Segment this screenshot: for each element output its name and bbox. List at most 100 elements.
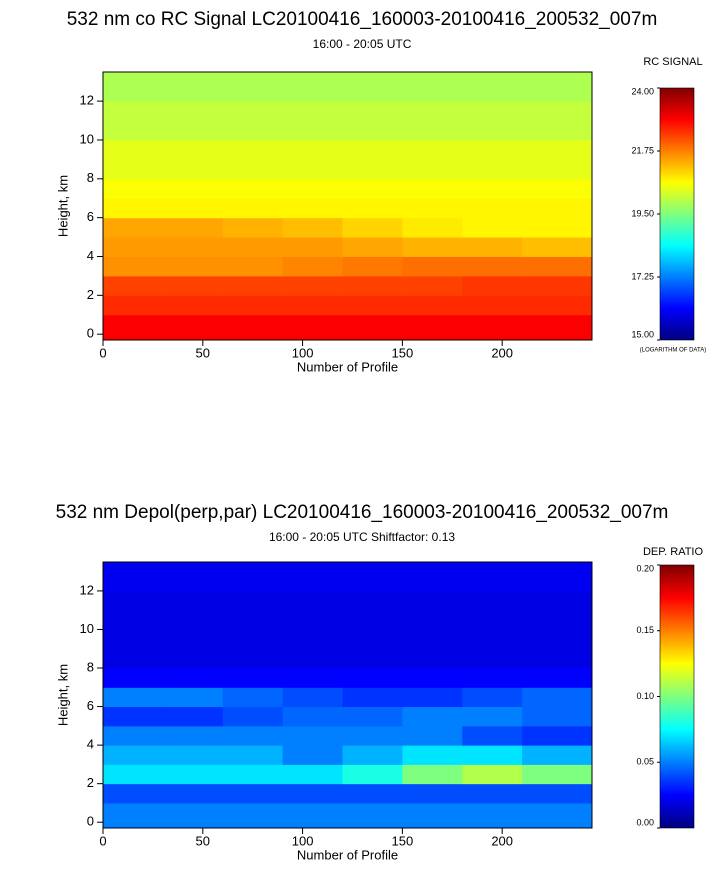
heatmap-cell [522,668,593,688]
heatmap-cell [222,687,284,708]
heatmap-cell [162,139,224,180]
heatmap-cell [402,178,463,199]
heatmap-cell [402,256,463,277]
colorbar-title: RC SIGNAL [643,56,702,68]
heatmap-cell [462,256,523,277]
heatmap-cell [462,802,523,829]
heatmap-cell [222,275,284,296]
y-tick-label: 6 [87,698,94,713]
heatmap-cell [222,101,284,141]
heatmap-cell [342,764,403,785]
heatmap-cell [402,198,463,219]
heatmap-cell [103,295,164,316]
heatmap-cell [282,668,344,688]
y-tick-label: 0 [87,326,94,341]
heatmap-cell [222,668,284,688]
heatmap-cell [462,101,523,141]
x-tick-label: 150 [392,345,414,360]
heatmap-cell [162,783,224,804]
heatmap-cell [162,590,224,630]
colorbar-tick-label: 17.25 [631,271,654,281]
y-tick-label: 8 [87,659,94,674]
heatmap-cell [162,101,224,141]
heatmap-cell [222,783,284,804]
heatmap-cell [222,198,284,219]
heatmap-cell [282,237,344,257]
heatmap-cell [522,687,593,708]
heatmap-cell [103,72,164,102]
heatmap-cell [342,687,403,708]
heatmap-cell [522,178,593,199]
y-axis-label: Height, km [55,175,70,237]
heatmap-cell [103,687,164,708]
plot-frame [102,71,593,341]
heatmap-cell [402,764,463,785]
heatmap-cell [103,101,164,141]
y-tick-label: 10 [80,131,94,146]
heatmap-cell [162,706,224,727]
heatmap-cell [522,562,593,592]
x-axis-label: Number of Profile [297,847,398,862]
heatmap-cell [222,237,284,257]
plot-frame [102,561,593,829]
heatmap-cell [222,256,284,277]
heatmap-cell [282,256,344,277]
colorbar-tick-label: 0.20 [636,563,654,573]
heatmap-cell [222,295,284,316]
heatmap-cell [402,783,463,804]
heatmap-cell [282,217,344,238]
heatmap-cell [162,314,224,341]
heatmap-cell [402,314,463,341]
heatmap-cell [522,72,593,102]
heatmap-cell [282,783,344,804]
heatmap-cell [103,237,164,257]
heatmap-cell [222,562,284,592]
heatmap-cell [162,764,224,785]
heatmap-cell [522,629,593,669]
heatmap-cell [402,725,463,746]
colorbar-tick-label: 0.05 [636,757,654,767]
y-tick-label: 4 [87,737,94,752]
heatmap-cell [103,139,164,180]
heatmap-cell [162,198,224,219]
heatmap-cell [402,687,463,708]
heatmap-cell [162,275,224,296]
x-tick-label: 0 [99,833,106,848]
heatmap-cell [103,629,164,669]
heatmap-cell [162,668,224,688]
heatmap-cell [522,256,593,277]
heatmap-cell [462,745,523,765]
heatmap-cell [342,745,403,765]
heatmap-cell [222,314,284,341]
heatmap-cell [522,725,593,746]
heatmap-cell [162,562,224,592]
colorbar-tick-label: 0.15 [636,625,654,635]
heatmap-cell [103,706,164,727]
heatmap-cell [222,802,284,829]
heatmap-cell [522,275,593,296]
heatmap-cell [282,687,344,708]
heatmap-cell [342,139,403,180]
heatmap-cell [162,295,224,316]
heatmap-cell [103,562,164,592]
heatmap-cell [522,217,593,238]
heatmap-cell [522,764,593,785]
heatmap-cell [282,562,344,592]
heatmap-cell [282,706,344,727]
heatmap-cell [162,72,224,102]
heatmap-cell [162,802,224,829]
heatmap-cell [462,139,523,180]
heatmap-cell [402,237,463,257]
heatmap-cell [103,764,164,785]
heatmap-cell [522,314,593,341]
y-tick-label: 12 [80,582,94,597]
heatmap-cell [522,198,593,219]
y-tick-label: 0 [87,814,94,829]
heatmap-cell [462,668,523,688]
heatmap-cell [103,217,164,238]
colorbar-tick-label: 0.00 [636,817,654,827]
chart-title: 532 nm Depol(perp,par) LC20100416_160003… [56,502,669,523]
heatmap-cell [402,72,463,102]
heatmap-cell [162,178,224,199]
heatmap-cell [342,668,403,688]
